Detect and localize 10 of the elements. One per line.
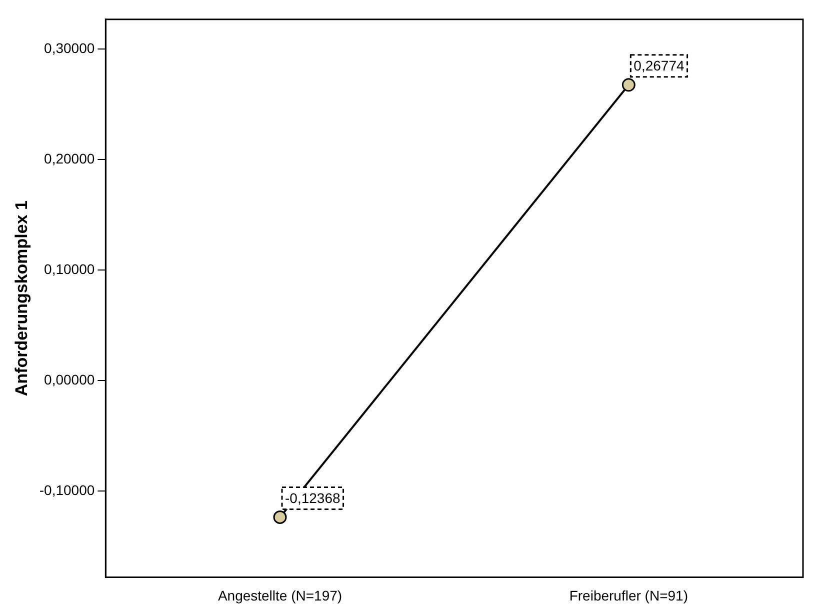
x-tick-label: Angestellte (N=197) xyxy=(218,587,342,604)
x-tick-label: Freiberufler (N=91) xyxy=(569,587,688,604)
y-tick-label: 0,10000 xyxy=(44,260,95,277)
y-tick-label: -0,10000 xyxy=(39,482,95,498)
data-label: -0,12368 xyxy=(285,490,340,506)
y-tick-label: 0,00000 xyxy=(44,371,95,388)
y-tick-label: 0,20000 xyxy=(44,150,95,167)
y-axis-title: Anforderungskomplex 1 xyxy=(12,200,31,396)
y-tick-label: 0,30000 xyxy=(44,40,95,56)
data-label: 0,26774 xyxy=(634,58,684,74)
